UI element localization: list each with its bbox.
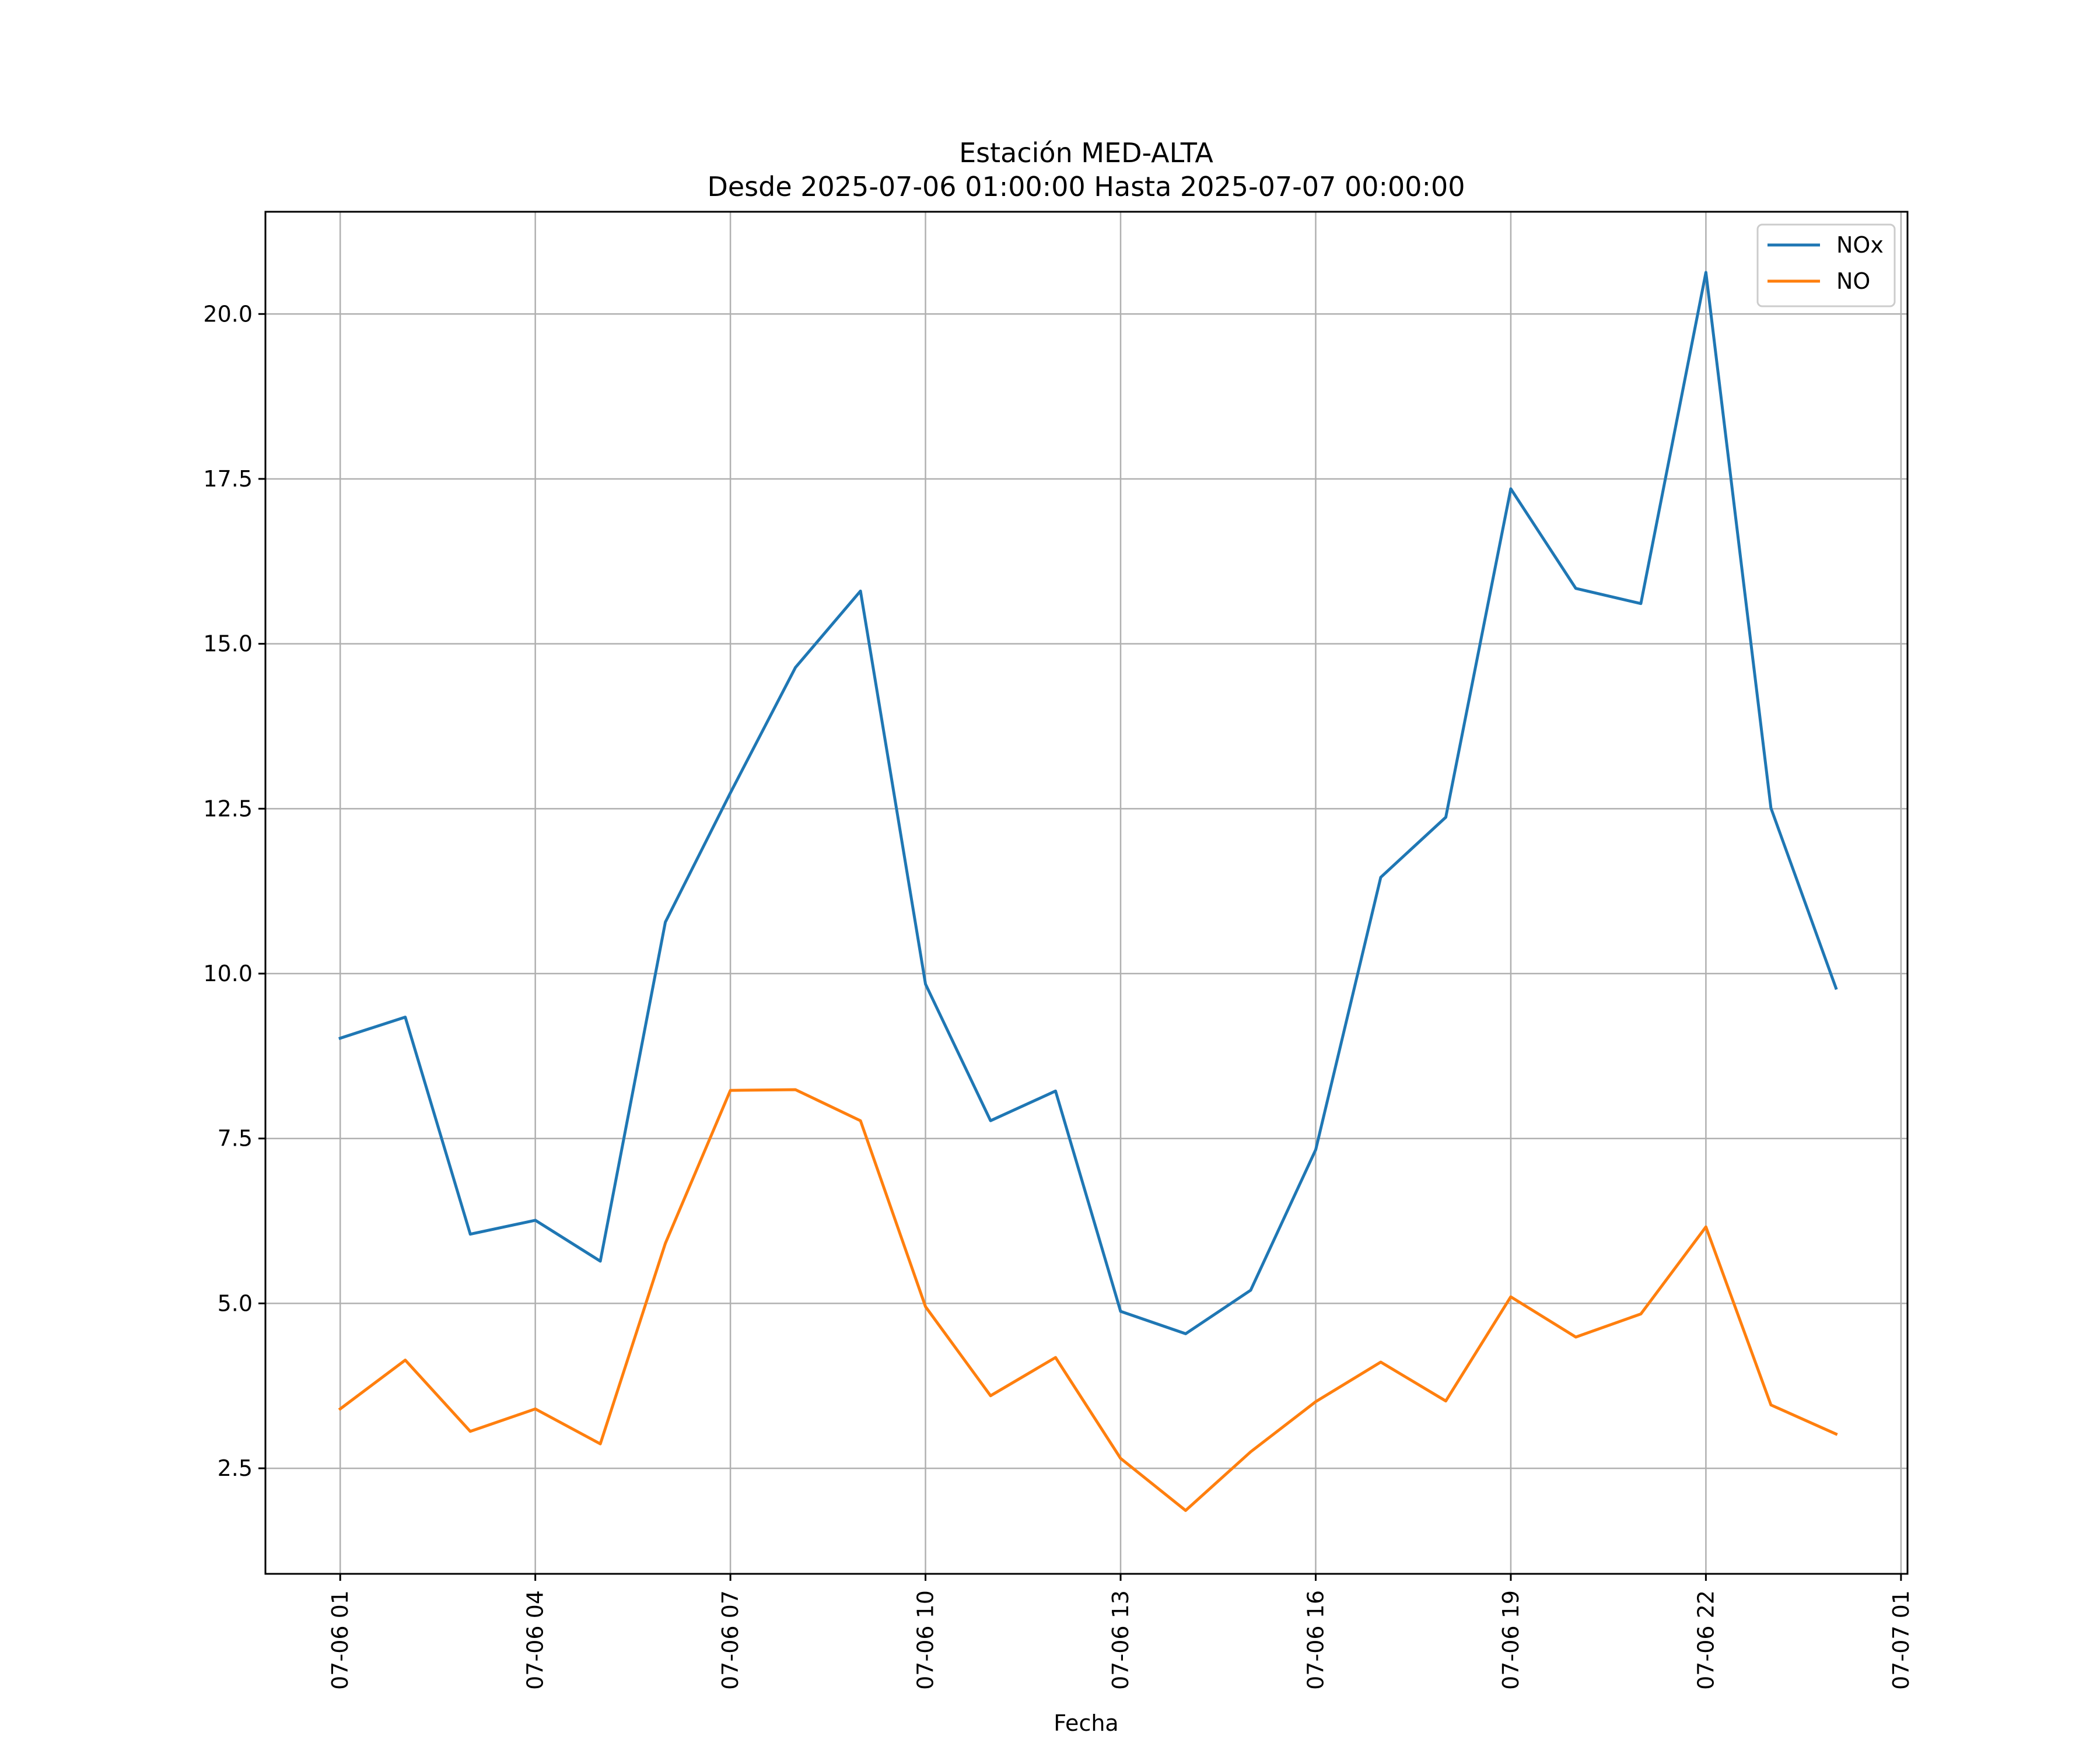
x-axis-label: Fecha bbox=[1054, 1710, 1118, 1736]
y-tick-label: 20.0 bbox=[203, 301, 253, 327]
legend-label-nox: NOx bbox=[1836, 232, 1884, 258]
x-tick-label: 07-06 04 bbox=[523, 1590, 548, 1690]
y-tick-label: 5.0 bbox=[218, 1290, 253, 1316]
x-tick-label: 07-06 07 bbox=[718, 1590, 743, 1690]
y-tick-label: 10.0 bbox=[203, 961, 253, 986]
grid-lines bbox=[265, 212, 1908, 1574]
axis-ticks: 07-06 01 07-06 04 07-06 07 07-06 10 07-06 13… bbox=[203, 301, 1913, 1690]
y-tick-label: 7.5 bbox=[218, 1126, 253, 1152]
x-tick-label: 07-06 19 bbox=[1498, 1590, 1524, 1690]
x-tick-label: 07-06 22 bbox=[1693, 1590, 1718, 1690]
series-line-no bbox=[338, 1088, 1838, 1512]
legend: NOx NO bbox=[1756, 223, 1896, 307]
plot-frame bbox=[264, 211, 1909, 1575]
chart-title: Estación MED-ALTA bbox=[959, 137, 1213, 169]
chart-subtitle: Desde 2025-07-06 01:00:00 Hasta 2025-07-… bbox=[707, 171, 1465, 202]
y-tick-label: 2.5 bbox=[218, 1455, 253, 1481]
x-tick-label: 07-07 01 bbox=[1888, 1590, 1914, 1690]
y-tick-label: 12.5 bbox=[203, 796, 253, 821]
x-tick-label: 07-06 10 bbox=[913, 1590, 939, 1690]
x-tick-label: 07-06 13 bbox=[1108, 1590, 1133, 1690]
x-tick-label: 07-06 01 bbox=[327, 1590, 353, 1690]
series-line-nox bbox=[338, 271, 1838, 1335]
series-layer bbox=[338, 271, 1838, 1512]
y-tick-label: 17.5 bbox=[203, 466, 253, 492]
x-tick-label: 07-06 16 bbox=[1303, 1590, 1328, 1690]
legend-label-no: NO bbox=[1836, 268, 1870, 294]
y-tick-label: 15.0 bbox=[203, 631, 253, 657]
